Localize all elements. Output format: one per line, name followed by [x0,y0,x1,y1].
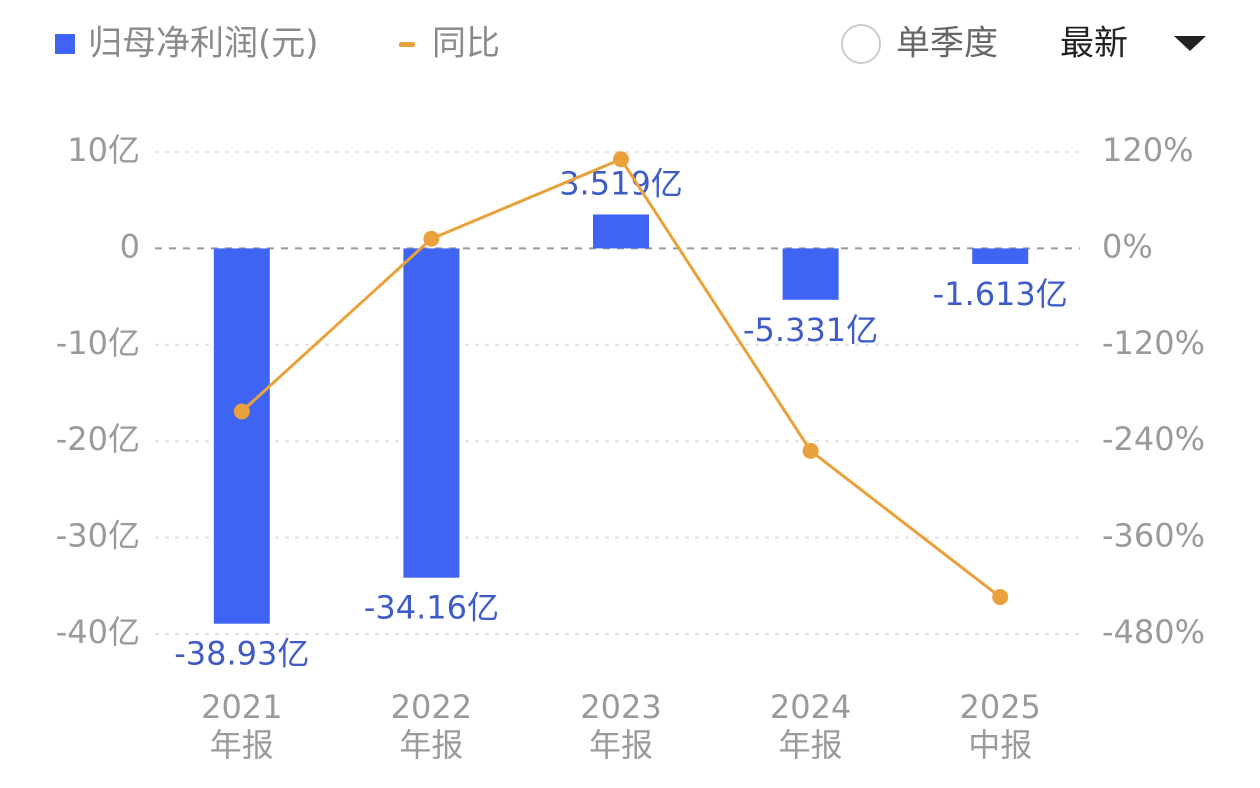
value-label: -38.93亿 [174,635,309,673]
x-tick-label: 中报 [968,726,1032,764]
y-tick-label: 10亿 [67,131,140,169]
x-tick-label: 2022 [391,688,472,726]
y-tick-label: -30亿 [56,517,140,555]
radio[interactable] [841,24,881,64]
value-label: -5.331亿 [743,311,878,349]
x-tick-label: 2024 [770,688,851,726]
value-label: 3.519亿 [559,164,683,202]
x-tick-label: 年报 [210,726,274,764]
value-label: -34.16亿 [364,589,499,627]
point [992,589,1009,606]
legend-swatch [399,42,415,47]
bar [213,248,270,624]
y2-tick-label: -360% [1102,517,1205,555]
point [233,403,250,420]
x-tick-label: 年报 [779,726,843,764]
y2-tick-label: -240% [1102,420,1205,458]
y2-tick-label: -480% [1102,613,1205,651]
dropdown-arrow[interactable] [1174,36,1206,51]
point [423,230,440,247]
x-tick-label: 年报 [399,726,463,764]
y2-tick-label: -120% [1102,324,1205,362]
bar [782,248,839,300]
y-tick-label: -40亿 [56,613,140,651]
y2-tick-label: 0% [1102,227,1153,265]
bar [403,248,460,578]
point [613,151,629,168]
x-tick-label: 2023 [580,688,661,726]
point [802,442,819,459]
value-label: -1.613亿 [933,275,1068,313]
legend-label: 归母净利润(元) [88,24,319,64]
x-tick-label: 年报 [589,726,653,764]
x-tick-label: 2025 [959,688,1040,726]
legend-label: 同比 [432,24,500,64]
toggle-label[interactable]: 单季度 [896,24,998,64]
bar [972,248,1029,264]
y2-tick-label: 120% [1102,131,1193,169]
dropdown[interactable]: 最新 [1060,24,1206,64]
dropdown-label[interactable]: 最新 [1060,24,1128,64]
bar [593,214,649,249]
y-tick-label: -10亿 [56,324,140,362]
legend-swatch [55,34,75,54]
y-tick-label: -20亿 [56,420,140,458]
x-tick-label: 2021 [201,688,282,726]
y-tick-label: 0 [120,227,140,265]
toggle[interactable]: 单季度 [841,24,998,64]
